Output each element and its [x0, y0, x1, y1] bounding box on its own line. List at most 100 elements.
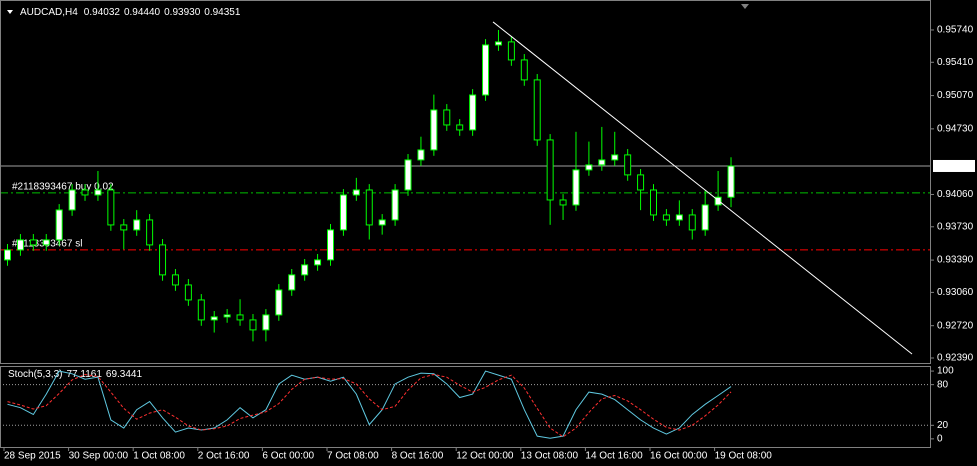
candle-body — [314, 259, 322, 266]
y-tick-label: 0.92720 — [937, 320, 974, 331]
candle-body — [469, 94, 477, 131]
indicator-title: Stoch(5,3,3) — [8, 369, 62, 380]
candle-body — [611, 154, 619, 161]
candle-body — [236, 314, 244, 321]
candle-body — [55, 209, 63, 241]
candle-body — [443, 109, 451, 126]
ohlc-low: 0.93930 — [164, 7, 201, 18]
candle-body — [29, 239, 37, 246]
candle-body — [688, 214, 696, 231]
candle-body — [507, 41, 515, 61]
candle-body — [275, 289, 283, 316]
candle-body — [146, 219, 154, 246]
candle-body — [701, 204, 709, 231]
chart-header: AUDCAD,H4 0.94032 0.94440 0.93930 0.94351 — [20, 7, 241, 18]
ohlc-high: 0.94440 — [124, 7, 161, 18]
symbol-title: AUDCAD,H4 — [20, 7, 78, 18]
x-tick-label: 6 Oct 00:00 — [262, 451, 314, 462]
candle-body — [197, 299, 205, 321]
x-tick-label: 7 Oct 08:00 — [327, 451, 379, 462]
candle-body — [68, 189, 76, 211]
candle-body — [520, 59, 528, 81]
trend-line — [492, 21, 913, 355]
stochastic-panel — [1, 370, 930, 439]
x-tick-label: 30 Sep 00:00 — [69, 451, 129, 462]
candle-body — [404, 159, 412, 191]
x-tick-label: 1 Oct 08:00 — [133, 451, 185, 462]
candle-body — [81, 189, 89, 196]
stoch-main-value: 77.1161 — [66, 369, 102, 380]
candle-body — [727, 165, 735, 198]
x-tick-label: 12 Oct 00:00 — [456, 451, 514, 462]
candle-body — [133, 219, 141, 231]
indicator-frame — [0, 366, 931, 448]
candle-body — [352, 189, 360, 196]
candle-body — [624, 154, 632, 176]
indicator-header: Stoch(5,3,3) 77.1161 69.3441 — [8, 369, 142, 380]
y-tick-label: 0.94730 — [937, 124, 974, 135]
candle-body — [42, 239, 50, 246]
candle-body — [327, 229, 334, 261]
stochastic-line — [7, 373, 732, 438]
x-tick-label: 16 Oct 00:00 — [650, 451, 708, 462]
candle-body — [378, 219, 386, 226]
candle-body — [585, 164, 593, 171]
candle-body — [120, 224, 128, 231]
ohlc-close: 0.94351 — [204, 7, 241, 18]
axes: 0.95740 0.95410 0.95070 0.94730 0.94060 0.937… — [3, 25, 975, 462]
candle-body — [301, 264, 309, 276]
candle-body — [107, 189, 115, 226]
current-price-label: 0.94351 — [937, 161, 974, 172]
shift-marker — [741, 4, 749, 9]
candle-body — [662, 214, 670, 221]
candle-body — [714, 196, 722, 206]
candle-body — [533, 79, 541, 141]
main-frame — [0, 0, 931, 364]
y-tick-label: 0.95070 — [937, 90, 974, 101]
candle-body — [16, 239, 24, 251]
current-price-box — [933, 159, 975, 172]
candle-body — [482, 44, 490, 96]
x-tick-label: 2 Oct 16:00 — [198, 451, 250, 462]
candle-body — [249, 319, 257, 331]
x-tick-label: 13 Oct 08:00 — [521, 451, 579, 462]
x-tick-label: 19 Oct 08:00 — [715, 451, 773, 462]
y-tick-label: 100 — [937, 366, 954, 377]
order-line-label: #2118393467 buy 0.02 — [12, 182, 114, 193]
candle-body — [598, 159, 606, 166]
candle-body — [210, 316, 218, 321]
candle-body — [417, 149, 425, 161]
menu-arrow — [7, 10, 13, 14]
candle-body — [456, 124, 464, 131]
candle-body — [159, 244, 167, 276]
candle-body — [171, 274, 179, 286]
price-panel: #2118393467 buy 0.02#2118393467 sl — [1, 21, 930, 355]
candle-body — [223, 314, 231, 318]
y-tick-label: 0.93730 — [937, 221, 974, 232]
stoch-signal-value: 69.3441 — [106, 369, 143, 380]
candle-body — [4, 249, 11, 261]
y-tick-label: 0.93060 — [937, 287, 974, 298]
candle-body — [391, 189, 399, 221]
x-tick-label: 8 Oct 16:00 — [392, 451, 444, 462]
candle-body — [675, 214, 683, 221]
candle-body — [546, 139, 554, 201]
y-tick-label: 80 — [937, 379, 949, 390]
candle-body — [637, 174, 645, 191]
candle-body — [572, 169, 580, 206]
y-tick-label: 0.95740 — [937, 25, 974, 36]
x-tick-label: 14 Oct 16:00 — [585, 451, 643, 462]
y-tick-label: 0.94060 — [937, 189, 974, 200]
candle-body — [365, 189, 373, 226]
x-tick-label: 28 Sep 2015 — [4, 451, 61, 462]
y-tick-label: 0 — [937, 434, 943, 445]
y-tick-label: 0.93390 — [937, 255, 974, 266]
candle-body — [184, 284, 192, 301]
stochastic-line — [7, 370, 732, 439]
candle-body — [262, 314, 270, 331]
candle-body — [430, 109, 438, 151]
ohlc-open: 0.94032 — [84, 7, 121, 18]
candle-body — [494, 41, 502, 46]
y-tick-label: 20 — [937, 420, 949, 431]
